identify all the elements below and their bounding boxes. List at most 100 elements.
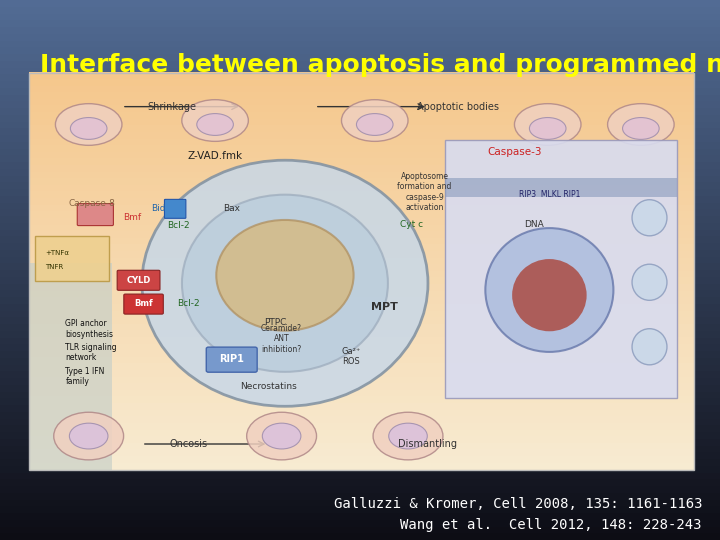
Bar: [29, 152, 694, 159]
Bar: [29, 297, 694, 305]
Bar: [29, 430, 694, 437]
Ellipse shape: [197, 113, 233, 136]
Ellipse shape: [512, 259, 587, 331]
FancyBboxPatch shape: [164, 199, 186, 218]
Bar: [29, 324, 694, 331]
Bar: [0, 499, 720, 507]
Text: DNA: DNA: [525, 220, 544, 229]
Bar: [29, 456, 694, 463]
Bar: [0, 202, 720, 209]
Bar: [0, 195, 720, 202]
Bar: [0, 411, 720, 418]
Bar: [0, 209, 720, 216]
Bar: [0, 181, 720, 189]
Text: PTPC: PTPC: [264, 319, 286, 327]
Text: Apoptotic bodies: Apoptotic bodies: [417, 102, 499, 112]
Text: RIP1: RIP1: [220, 354, 244, 364]
Bar: [0, 458, 720, 465]
Text: Dismantling: Dismantling: [398, 439, 457, 449]
Bar: [0, 94, 720, 102]
Bar: [0, 107, 720, 115]
FancyBboxPatch shape: [124, 294, 163, 314]
Ellipse shape: [485, 228, 613, 352]
Bar: [0, 384, 720, 391]
Bar: [0, 87, 720, 94]
Text: Cyt c: Cyt c: [400, 220, 423, 229]
Bar: [0, 431, 720, 438]
Bar: [0, 256, 720, 263]
Bar: [29, 72, 694, 79]
Bar: [29, 205, 694, 212]
Bar: [29, 244, 694, 252]
Ellipse shape: [262, 423, 301, 449]
Bar: [445, 140, 678, 399]
Ellipse shape: [529, 118, 566, 139]
FancyBboxPatch shape: [77, 204, 114, 226]
Ellipse shape: [389, 423, 427, 449]
Bar: [29, 330, 694, 338]
Bar: [0, 343, 720, 351]
Bar: [29, 463, 694, 470]
Ellipse shape: [55, 104, 122, 145]
Ellipse shape: [182, 194, 388, 372]
Bar: [29, 350, 694, 357]
Bar: [0, 492, 720, 500]
Bar: [0, 512, 720, 519]
Text: Apoptosome
formation and
caspase-9
activation: Apoptosome formation and caspase-9 activ…: [397, 172, 452, 212]
Bar: [29, 317, 694, 324]
Bar: [0, 283, 720, 291]
Text: MPT: MPT: [372, 302, 398, 312]
Bar: [0, 418, 720, 426]
Bar: [0, 424, 720, 432]
Bar: [29, 278, 694, 285]
Bar: [29, 86, 694, 93]
Bar: [29, 410, 694, 417]
Bar: [0, 229, 720, 237]
Bar: [0, 100, 720, 108]
Bar: [0, 148, 720, 156]
Bar: [29, 92, 694, 99]
Text: Wang et al.  Cell 2012, 148: 228-243: Wang et al. Cell 2012, 148: 228-243: [400, 518, 702, 532]
Bar: [29, 99, 694, 106]
Bar: [29, 310, 694, 318]
Bar: [0, 121, 720, 128]
Bar: [0, 377, 720, 384]
Ellipse shape: [247, 412, 317, 460]
Ellipse shape: [54, 412, 124, 460]
Bar: [0, 40, 720, 47]
Bar: [29, 231, 694, 238]
Text: Bax: Bax: [223, 204, 240, 213]
Bar: [0, 438, 720, 445]
Bar: [29, 158, 694, 165]
Bar: [29, 416, 694, 423]
Bar: [29, 264, 694, 271]
Bar: [0, 451, 720, 459]
Bar: [0, 242, 720, 249]
Text: CYLD: CYLD: [127, 275, 150, 285]
Bar: [29, 198, 694, 205]
Bar: [0, 249, 720, 256]
Bar: [29, 337, 694, 344]
Text: Bmf: Bmf: [123, 213, 141, 222]
Bar: [29, 304, 694, 311]
Text: GPI anchor
biosynthesis: GPI anchor biosynthesis: [66, 319, 113, 339]
Text: Interface between apoptosis and programmed necrosis: Interface between apoptosis and programm…: [40, 53, 720, 77]
Ellipse shape: [69, 423, 108, 449]
Bar: [0, 269, 720, 276]
Bar: [0, 263, 720, 270]
Bar: [0, 13, 720, 20]
Bar: [0, 134, 720, 141]
FancyBboxPatch shape: [206, 347, 257, 372]
Ellipse shape: [373, 412, 443, 460]
Bar: [0, 337, 720, 345]
Bar: [29, 423, 694, 430]
Bar: [35, 235, 109, 281]
Bar: [0, 472, 720, 480]
Bar: [0, 276, 720, 284]
Bar: [29, 73, 694, 470]
Bar: [29, 192, 694, 199]
Bar: [0, 6, 720, 14]
Bar: [29, 165, 694, 172]
Bar: [0, 53, 720, 60]
Bar: [29, 119, 694, 126]
